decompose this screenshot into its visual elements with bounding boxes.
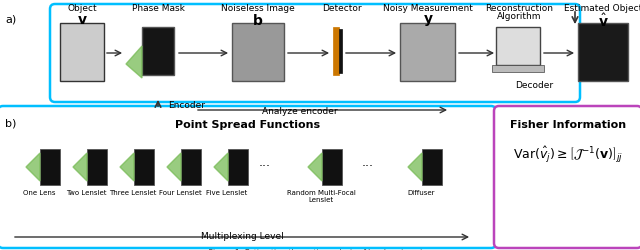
Text: $\mathbf{v}$: $\mathbf{v}$ [77,13,88,27]
Text: Five Lenslet: Five Lenslet [206,189,248,195]
Text: Noiseless Image: Noiseless Image [221,4,295,13]
Text: Encoder: Encoder [168,101,205,110]
FancyBboxPatch shape [0,106,496,248]
Text: b): b) [5,118,17,128]
Bar [422,150,442,185]
Text: Point Spread Functions: Point Spread Functions [175,120,321,130]
Text: a): a) [5,14,16,24]
Bar [87,150,107,185]
Bar [400,24,455,82]
Text: Object: Object [67,4,97,13]
Text: Diffuser: Diffuser [407,189,435,195]
Text: Two Lenslet: Two Lenslet [66,189,106,195]
Polygon shape [120,154,134,181]
Bar [578,24,628,82]
Polygon shape [408,154,422,181]
Text: Reconstruction: Reconstruction [485,4,553,13]
Polygon shape [167,154,181,181]
Bar [492,66,544,73]
Text: Three Lenslet: Three Lenslet [109,189,157,195]
Text: Fisher Information: Fisher Information [510,120,626,130]
Bar [40,150,60,185]
Text: Estimated Object: Estimated Object [564,4,640,13]
Bar [333,28,339,76]
Bar [322,150,342,185]
Text: Analyze encoder: Analyze encoder [262,106,338,116]
Text: Phase Mask: Phase Mask [132,4,184,13]
Text: $\hat{\mathbf{v}}$: $\hat{\mathbf{v}}$ [598,13,609,30]
Polygon shape [308,154,322,181]
Polygon shape [214,154,228,181]
Polygon shape [26,154,40,181]
Polygon shape [73,154,87,181]
Text: Multiplexing Level: Multiplexing Level [200,231,284,240]
Text: Detector: Detector [322,4,362,13]
Text: Algorithm: Algorithm [497,12,541,21]
Bar [142,28,174,76]
Text: $\mathrm{Var}(\hat{v}_j) \geq \left[\mathcal{J}^{-1}(\mathbf{v})\right]_{jj}$: $\mathrm{Var}(\hat{v}_j) \geq \left[\mat… [513,144,623,164]
Text: $\mathbf{y}$: $\mathbf{y}$ [422,13,433,28]
Text: ...: ... [259,156,271,168]
Text: Four Lenslet: Four Lenslet [159,189,202,195]
Text: Random Multi-Focal
Lenslet: Random Multi-Focal Lenslet [287,189,355,202]
FancyBboxPatch shape [50,5,580,102]
Bar [228,150,248,185]
Bar [60,24,104,82]
Text: Noisy Measurement: Noisy Measurement [383,4,473,13]
Text: Figure 1: Estimation-theoretic analysis of lensless imaging: Figure 1: Estimation-theoretic analysis … [208,248,432,250]
Bar [339,30,342,74]
Text: ...: ... [362,156,374,168]
Text: Decoder: Decoder [515,80,553,89]
Bar [181,150,201,185]
Bar [232,24,284,82]
Text: One Lens: One Lens [23,189,55,195]
FancyBboxPatch shape [494,106,640,248]
Bar [134,150,154,185]
Polygon shape [126,47,142,79]
Text: $\mathbf{b}$: $\mathbf{b}$ [252,13,264,28]
Bar [496,28,540,66]
